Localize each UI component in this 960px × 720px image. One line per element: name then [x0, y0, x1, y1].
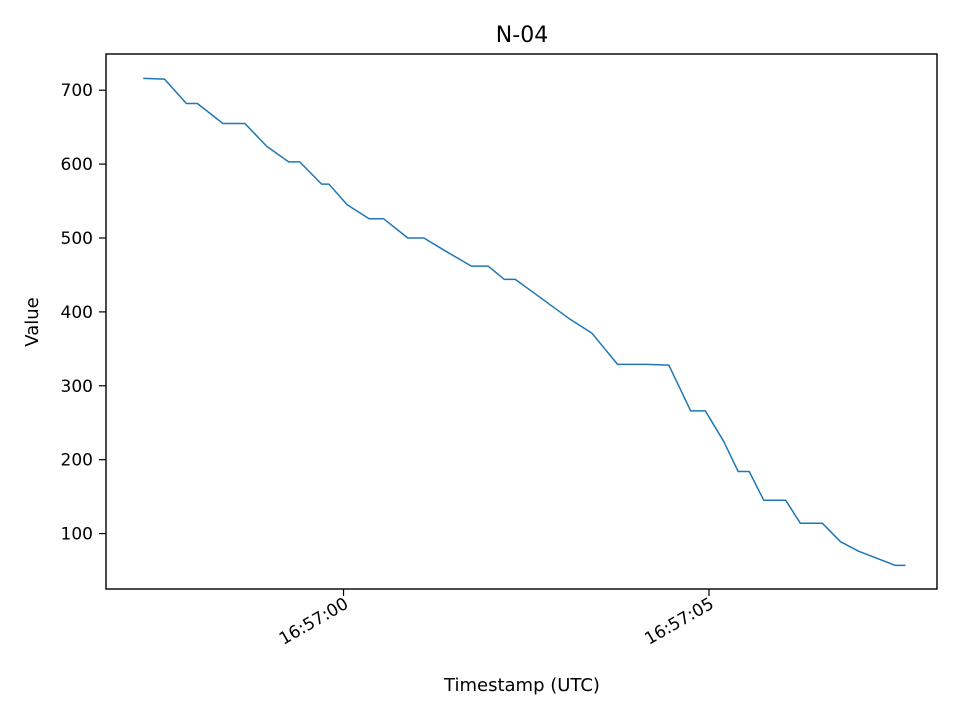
series-line	[143, 77, 906, 567]
y-tick-label: 200	[61, 451, 93, 471]
y-tick-label: 500	[61, 229, 93, 249]
y-axis-label: Value	[22, 297, 43, 346]
y-tick-label: 700	[61, 81, 93, 101]
y-tick-label: 600	[61, 155, 93, 175]
y-tick-label: 300	[61, 377, 93, 397]
y-tick-label: 100	[61, 525, 93, 545]
y-tick-label: 400	[61, 303, 93, 323]
plot-area-frame	[105, 53, 938, 590]
chart-title: N-04	[496, 23, 548, 48]
x-tick-label: 16:57:00	[276, 594, 352, 650]
x-tick-label: 16:57:05	[641, 594, 717, 650]
x-axis-label: Timestamp (UTC)	[443, 675, 600, 696]
